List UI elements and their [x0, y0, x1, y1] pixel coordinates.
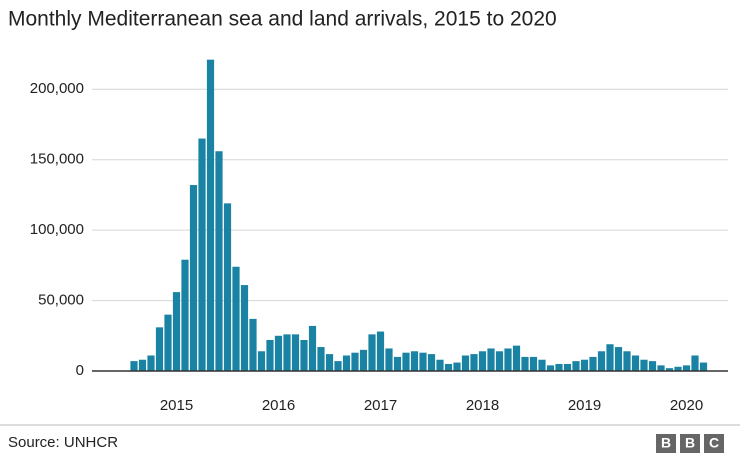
logo-box: [656, 434, 676, 453]
bar: [555, 363, 563, 371]
bar: [597, 351, 606, 371]
bar: [130, 361, 138, 371]
bar: [572, 361, 580, 371]
bar: [419, 352, 427, 371]
bar: [223, 203, 232, 371]
y-tick-label: 100,000: [30, 221, 84, 238]
y-tick-label: 150,000: [30, 151, 84, 168]
bar: [385, 348, 393, 371]
bar: [342, 355, 351, 371]
bar: [393, 356, 402, 371]
bar: [682, 365, 691, 371]
bar: [351, 352, 359, 371]
bar: [657, 365, 665, 371]
y-tick-label: 50,000: [38, 292, 84, 309]
chart-title: Monthly Mediterranean sea and land arriv…: [8, 8, 557, 31]
bar: [478, 351, 487, 371]
y-tick-label: 0: [76, 362, 84, 379]
bar: [563, 363, 572, 371]
bar: [623, 351, 631, 371]
bar: [470, 354, 478, 371]
bar: [138, 359, 147, 371]
bar: [589, 356, 597, 371]
x-tick-label: 2015: [160, 397, 193, 414]
bar: [300, 340, 308, 371]
bar: [206, 59, 215, 372]
bar: [538, 359, 546, 371]
bar: [427, 354, 436, 371]
bar: [198, 138, 206, 371]
bar: [368, 334, 376, 371]
bar: [189, 185, 198, 371]
bar: [249, 318, 257, 371]
logo-letter: B: [661, 435, 671, 451]
bar: [648, 361, 657, 371]
bar: [147, 355, 155, 371]
bar: [181, 259, 189, 371]
y-tick-label: 200,000: [30, 80, 84, 97]
bar: [487, 348, 495, 371]
source: Source: UNHCR: [8, 434, 118, 451]
bar: [453, 362, 461, 371]
x-tick-label: 2016: [262, 397, 295, 414]
bar: [402, 352, 410, 371]
bar: [665, 368, 674, 371]
bar: [461, 355, 470, 371]
logo: B B C: [656, 434, 724, 453]
bar: [164, 314, 172, 371]
bar: [155, 327, 164, 371]
bar: [291, 334, 300, 371]
bar: [240, 285, 249, 371]
bar: [359, 349, 368, 371]
logo-box: [704, 434, 724, 453]
bar: [334, 361, 342, 371]
logo-box: [680, 434, 700, 453]
bar: [410, 351, 419, 371]
logo-letter: C: [709, 435, 719, 451]
bar: [215, 151, 223, 371]
bar: [691, 355, 699, 371]
bar: [257, 351, 266, 371]
bar: [640, 359, 648, 371]
x-tick-label: 2018: [466, 397, 499, 414]
bar: [495, 351, 504, 371]
bar: [699, 362, 708, 371]
bar: [274, 335, 283, 371]
bar: [546, 365, 555, 371]
x-tick-label: 2017: [364, 397, 397, 414]
bar: [308, 325, 317, 371]
logo-letter: B: [685, 435, 695, 451]
bar: [376, 331, 385, 371]
bar: [614, 347, 623, 371]
bar: [504, 348, 512, 371]
bar: [580, 359, 589, 371]
bar: [436, 359, 444, 371]
bar: [606, 344, 614, 371]
bar: [283, 334, 291, 371]
x-tick-label: 2020: [670, 397, 703, 414]
bar: [266, 340, 274, 371]
bar: [232, 266, 240, 371]
bar: [444, 363, 453, 371]
bar: [521, 356, 529, 371]
bar: [631, 355, 640, 371]
bar: [512, 345, 521, 371]
bar: [674, 366, 682, 371]
bar: [317, 347, 325, 371]
bar: [529, 356, 538, 371]
x-tick-label: 2019: [568, 397, 601, 414]
bar: [172, 292, 181, 371]
bar: [325, 354, 334, 371]
